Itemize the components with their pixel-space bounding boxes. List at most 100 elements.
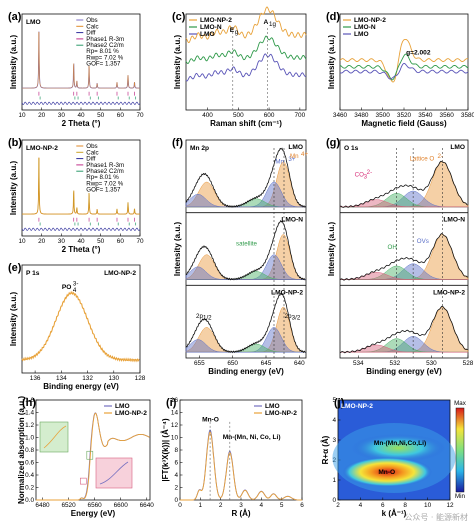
y-tick-label: 0 — [174, 497, 178, 504]
watermark: 公众号 · 能源新材 — [404, 513, 468, 522]
mn3-label: Mn — [275, 158, 284, 165]
panel-title: O 1s — [344, 145, 359, 152]
x-tick-label: 136 — [30, 375, 41, 382]
raman-line-lmo-np-2 — [185, 6, 307, 43]
annotation-label: Mn-(Mn, Ni, Co, Li) — [223, 434, 281, 441]
xps-envelope — [339, 305, 468, 354]
x-tick-label: 700 — [295, 112, 306, 119]
sample-label: LMO-NP-2 — [26, 145, 58, 152]
panel-letter: (f) — [172, 137, 183, 149]
annotation-label: Mn-O — [202, 416, 219, 423]
x-axis-label: Energy (eV) — [71, 509, 116, 518]
stack-sample-label: LMO-NP-2 — [433, 289, 465, 296]
x-tick-label: 40 — [77, 238, 85, 245]
x-tick-label: 4 — [359, 502, 363, 509]
x-tick-label: 532 — [390, 360, 401, 367]
x-tick-label: 30 — [58, 238, 66, 245]
xps-envelope — [185, 147, 306, 208]
x-tick-label: 2 — [336, 502, 340, 509]
annotation-subscript: 1g — [269, 21, 276, 28]
xps-component — [185, 266, 306, 280]
diff-line — [21, 101, 141, 105]
y-tick-label: 0.8 — [25, 447, 34, 454]
y-axis-label: Intensity (a.u.) — [9, 35, 18, 90]
panel-b: 10 20 30 40 50 60 70 2 Theta (°) Intensity (a.u.… — [8, 137, 144, 254]
fit-stat: GOF= 1.357 — [86, 187, 121, 194]
legend-entry: LMO-NP-2 — [115, 410, 147, 417]
y-tick-label: 4 — [174, 472, 178, 479]
y-tick-label: 0 — [332, 497, 336, 504]
x-tick-label: 20 — [38, 238, 46, 245]
xps-envelope — [185, 220, 306, 281]
satellite-label: satellite — [236, 240, 258, 247]
legend-entry: Obs — [86, 17, 97, 24]
x-tick-label: 60 — [117, 112, 125, 119]
inset-curve — [43, 425, 67, 449]
x-tick-label: 3500 — [376, 112, 391, 119]
x-tick-label: 20 — [38, 112, 46, 119]
fit-stat: Rp= 8.01 % — [86, 174, 119, 181]
xps-envelope — [185, 292, 306, 354]
x-tick-label: 50 — [97, 112, 105, 119]
x-tick-label: 0 — [178, 502, 182, 509]
panel-g: 534 532 530 528 Binding energy (eV) Intensity… — [326, 137, 474, 376]
x-tick-label: 528 — [463, 360, 474, 367]
x-tick-label: 645 — [261, 360, 272, 367]
panel-letter: (e) — [8, 262, 22, 274]
y-tick-label: 0.6 — [25, 460, 34, 467]
y-tick-label: 6 — [174, 460, 178, 467]
stack-sample-label: LMO — [450, 144, 465, 151]
annotation-label: Mn-O — [378, 469, 395, 476]
sample-label: LMO-NP-2 — [341, 403, 373, 410]
y-axis-label: |FT(k³X(k))| (Å⁻⁴) — [161, 418, 170, 482]
stack-sample-label: LMO-NP-2 — [271, 289, 303, 296]
y-tick-label: 1.0 — [25, 435, 34, 442]
lattice-o-superscript: 2- — [437, 153, 443, 160]
annotation-superscript: 3- — [73, 281, 79, 288]
legend-entry: Phase2 C2/m — [86, 168, 124, 175]
plot-frame — [339, 139, 469, 359]
mn4-label: Mn — [290, 153, 299, 160]
x-tick-label: 10 — [18, 238, 26, 245]
legend-entry: LMO-N — [354, 24, 376, 31]
zoom-region — [86, 450, 94, 460]
y-tick-label: 2 — [174, 485, 178, 492]
x-axis-label: Binding energy (eV) — [208, 367, 284, 376]
calc-line — [22, 31, 140, 89]
lattice-o-label: Lattice O — [409, 155, 434, 162]
x-tick-label: 6560 — [88, 502, 103, 509]
x-tick-label: 500 — [233, 112, 244, 119]
legend-entry: LMO — [200, 31, 215, 38]
y-axis-label: Intensity (a.u.) — [9, 161, 18, 216]
y-tick-label: 0.4 — [25, 472, 34, 479]
raman-line-lmo-n — [185, 35, 307, 64]
oh-label: OH — [388, 244, 397, 251]
wt-lobe-second-shell — [351, 434, 446, 462]
x-tick-label: 600 — [264, 112, 275, 119]
x-tick-label: 12 — [446, 502, 454, 509]
panel-title: P 1s — [26, 270, 40, 277]
y-axis-label: Intensity (a.u.) — [173, 35, 182, 90]
legend-entry: LMO-NP-2 — [200, 17, 232, 24]
mn3-superscript: 3+ — [288, 156, 295, 163]
x-axis-label: R (Å) — [231, 509, 250, 518]
colorbar-max-label: Max — [454, 400, 467, 407]
y-axis-label: R+α (Å) — [321, 435, 330, 464]
stack-sample-label: LMO — [288, 144, 303, 151]
x-axis-label: 2 Theta (°) — [62, 245, 101, 254]
x-tick-label: 6480 — [35, 502, 50, 509]
sample-label: LMO-NP-2 — [104, 270, 136, 277]
x-tick-label: 10 — [18, 112, 26, 119]
panel-letter: (i) — [166, 397, 177, 409]
x-axis-label: 2 Theta (°) — [62, 119, 101, 128]
x-tick-label: 534 — [353, 360, 364, 367]
panel-title: Mn 2p — [190, 145, 209, 152]
xps-envelope — [339, 160, 468, 208]
panel-c: 400 500 600 700 Raman shift (cm⁻¹) Intensity … — [172, 6, 307, 128]
x-tick-label: 8 — [403, 502, 407, 509]
wt-lobe-first-shell — [342, 457, 433, 487]
zoom-region — [79, 477, 87, 485]
spin-orbit-label: 2p — [285, 313, 292, 320]
